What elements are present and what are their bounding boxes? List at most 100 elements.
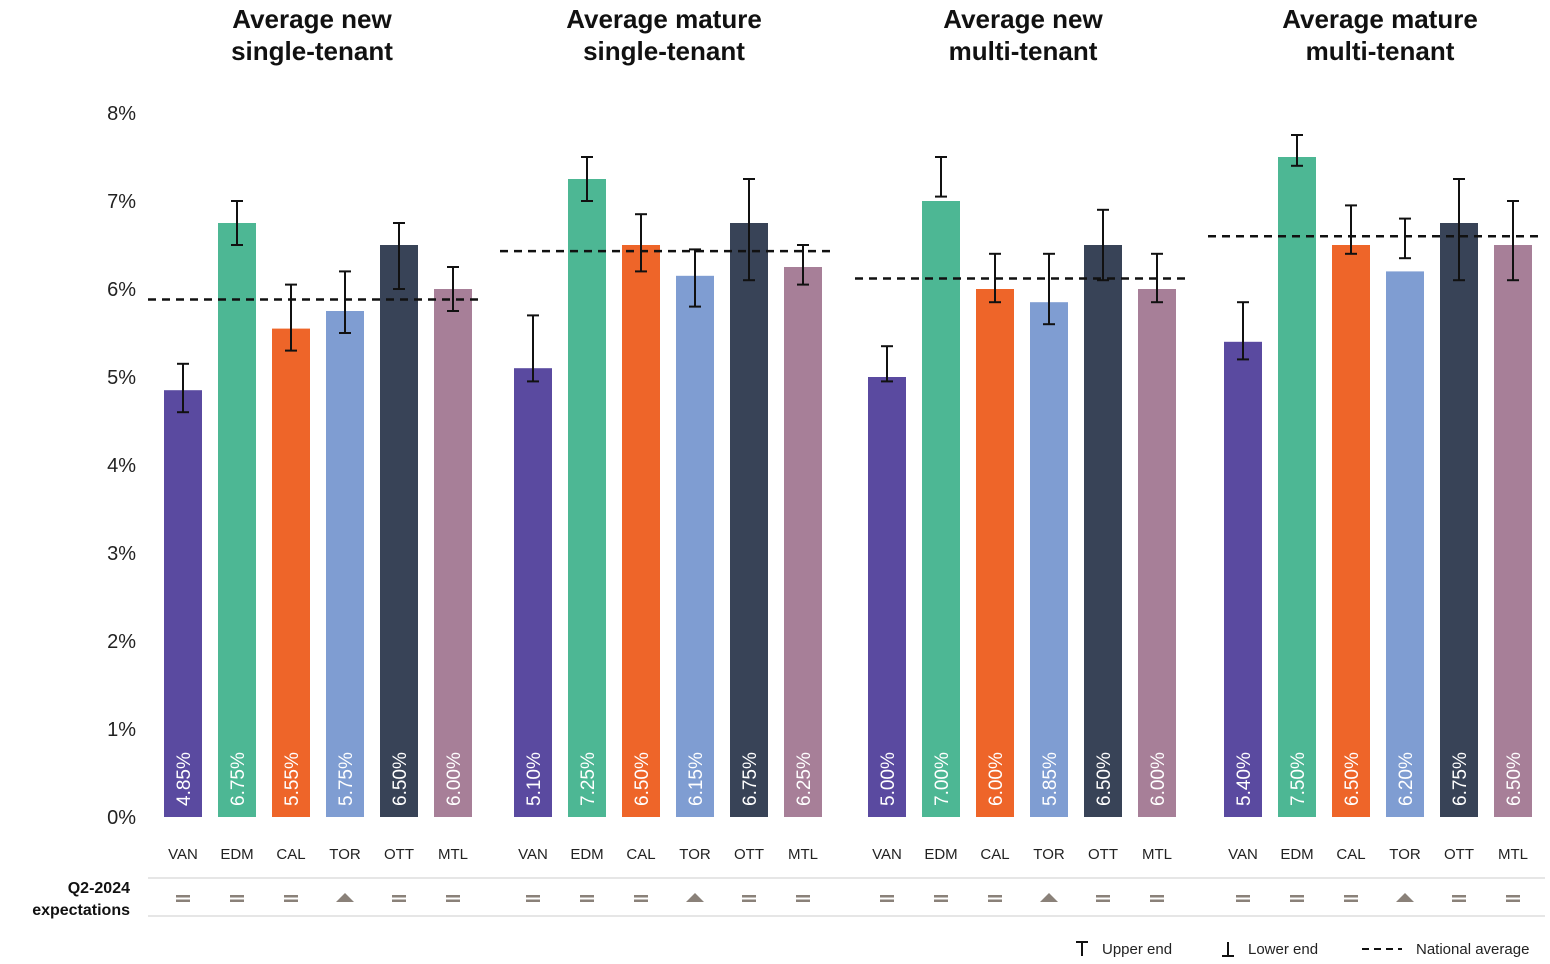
x-tick-label: VAN xyxy=(872,846,902,863)
bar-value-label: 6.50% xyxy=(390,752,411,806)
x-tick-label: VAN xyxy=(168,846,198,863)
y-tick-label: 5% xyxy=(107,367,136,389)
bar-value-label: 5.75% xyxy=(336,752,357,806)
equal-stroke xyxy=(634,895,648,898)
y-tick-label: 8% xyxy=(107,103,136,125)
bar xyxy=(380,245,418,817)
equal-stroke xyxy=(284,899,298,902)
legend-label: Upper end xyxy=(1102,941,1172,958)
legend-label: National average xyxy=(1416,941,1529,958)
bar-value-label: 7.00% xyxy=(932,752,953,806)
bar-value-label: 7.50% xyxy=(1288,752,1309,806)
bar xyxy=(514,368,552,817)
expectation-up-icon xyxy=(1040,893,1058,902)
expectation-equal-icon xyxy=(1290,895,1304,902)
x-tick-label: OTT xyxy=(1088,846,1118,863)
panel-title: multi-tenant xyxy=(1306,36,1455,66)
bar xyxy=(164,390,202,817)
equal-stroke xyxy=(176,895,190,898)
equal-stroke xyxy=(526,899,540,902)
bar-value-label: 6.00% xyxy=(986,752,1007,806)
x-tick-label: CAL xyxy=(626,846,655,863)
legend-label: Lower end xyxy=(1248,941,1318,958)
x-tick-label: EDM xyxy=(924,846,957,863)
equal-stroke xyxy=(392,895,406,898)
bar-value-label: 6.50% xyxy=(1094,752,1115,806)
expectation-equal-icon xyxy=(742,895,756,902)
upper-end-icon xyxy=(1076,941,1088,956)
equal-stroke xyxy=(742,895,756,898)
equal-stroke xyxy=(934,899,948,902)
equal-stroke xyxy=(230,895,244,898)
equal-stroke xyxy=(580,899,594,902)
equal-stroke xyxy=(988,895,1002,898)
bar-value-label: 5.40% xyxy=(1234,752,1255,806)
equal-stroke xyxy=(934,895,948,898)
bar xyxy=(434,289,472,817)
bar-value-label: 5.10% xyxy=(524,752,545,806)
equal-stroke xyxy=(1096,899,1110,902)
panel-title: multi-tenant xyxy=(949,36,1098,66)
expectation-equal-icon xyxy=(284,895,298,902)
lower-end-icon xyxy=(1222,942,1234,957)
equal-stroke xyxy=(176,899,190,902)
bar xyxy=(622,245,660,817)
panel-title: Average mature xyxy=(566,4,762,34)
x-tick-label: TOR xyxy=(679,846,711,863)
equal-stroke xyxy=(1344,895,1358,898)
equal-stroke xyxy=(880,895,894,898)
x-tick-label: EDM xyxy=(570,846,603,863)
bar xyxy=(1278,157,1316,817)
x-tick-label: MTL xyxy=(1498,846,1528,863)
equal-stroke xyxy=(392,899,406,902)
x-tick-label: CAL xyxy=(1336,846,1365,863)
x-tick-label: OTT xyxy=(734,846,764,863)
panel-title: Average new xyxy=(943,4,1103,34)
expectation-equal-icon xyxy=(1236,895,1250,902)
bar-value-label: 6.20% xyxy=(1396,752,1417,806)
bar xyxy=(326,311,364,817)
bar xyxy=(976,289,1014,817)
legend: Upper end Lower end National average xyxy=(1076,941,1529,958)
x-tick-label: EDM xyxy=(1280,846,1313,863)
x-tick-label: OTT xyxy=(1444,846,1474,863)
bar xyxy=(922,201,960,817)
expectation-equal-icon xyxy=(392,895,406,902)
bar-value-label: 6.25% xyxy=(794,752,815,806)
bar-value-label: 5.55% xyxy=(282,752,303,806)
bar-value-label: 6.50% xyxy=(1342,752,1363,806)
expectation-up-icon xyxy=(686,893,704,902)
expectation-equal-icon xyxy=(526,895,540,902)
equal-stroke xyxy=(284,895,298,898)
x-tick-label: VAN xyxy=(518,846,548,863)
equal-stroke xyxy=(1344,899,1358,902)
expectation-equal-icon xyxy=(1150,895,1164,902)
expectations-label: Q2-2024 xyxy=(68,880,130,897)
equal-stroke xyxy=(446,895,460,898)
expectation-equal-icon xyxy=(1452,895,1466,902)
panel-title: single-tenant xyxy=(583,36,745,66)
y-tick-label: 0% xyxy=(107,807,136,829)
bar-value-label: 7.25% xyxy=(578,752,599,806)
expectation-equal-icon xyxy=(1506,895,1520,902)
bar xyxy=(218,223,256,817)
equal-stroke xyxy=(796,895,810,898)
y-tick-label: 1% xyxy=(107,719,136,741)
bar xyxy=(676,275,714,817)
x-tick-label: VAN xyxy=(1228,846,1258,863)
bar-value-label: 6.75% xyxy=(228,752,249,806)
x-tick-label: CAL xyxy=(276,846,305,863)
x-tick-label: TOR xyxy=(1033,846,1065,863)
bar-value-label: 6.75% xyxy=(740,752,761,806)
expectation-equal-icon xyxy=(580,895,594,902)
equal-stroke xyxy=(634,899,648,902)
x-tick-label: CAL xyxy=(980,846,1009,863)
equal-stroke xyxy=(526,895,540,898)
equal-stroke xyxy=(1452,899,1466,902)
bar xyxy=(1030,302,1068,817)
equal-stroke xyxy=(580,895,594,898)
expectation-equal-icon xyxy=(1344,895,1358,902)
x-tick-label: OTT xyxy=(384,846,414,863)
